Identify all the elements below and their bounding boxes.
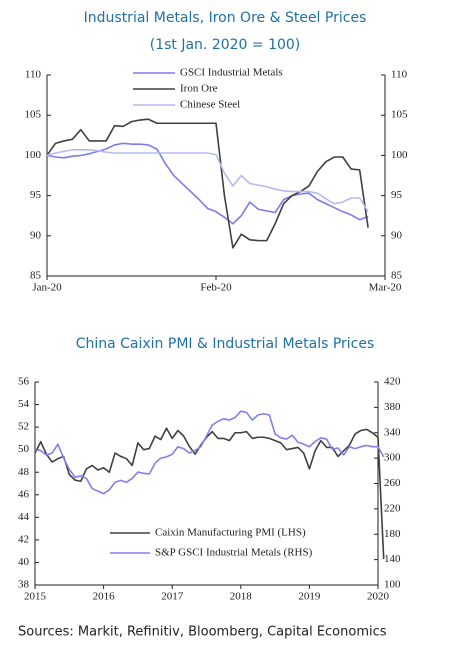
source-note: Sources: Markit, Refinitiv, Bloomberg, C… <box>18 625 387 640</box>
y-tick-label: 42 <box>18 533 29 545</box>
y2-tick-label: 105 <box>391 109 408 121</box>
x-tick-label: 2020 <box>367 591 390 603</box>
chart-subtitle: (1st Jan. 2020 = 100) <box>150 37 301 53</box>
y2-tick-label: 90 <box>391 229 403 241</box>
y2-tick-label: 100 <box>384 579 401 591</box>
series-line <box>46 148 369 213</box>
y2-tick-label: 220 <box>384 502 401 514</box>
x-tick-label: 2016 <box>93 591 116 603</box>
y2-tick-label: 300 <box>384 452 401 464</box>
y-tick-label: 95 <box>30 189 42 201</box>
legend-label: Chinese Steel <box>180 99 240 111</box>
y2-tick-label: 380 <box>384 401 401 413</box>
y-tick-label: 56 <box>18 376 30 388</box>
chart-title: China Caixin PMI & Industrial Metals Pri… <box>76 336 375 352</box>
y-tick-label: 54 <box>18 398 30 410</box>
series-line <box>34 410 385 495</box>
y-tick-label: 110 <box>25 69 42 81</box>
y2-tick-label: 180 <box>384 528 401 540</box>
y-tick-label: 38 <box>18 579 30 591</box>
y-tick-label: 50 <box>18 443 30 455</box>
legend-label: GSCI Industrial Metals <box>180 67 283 79</box>
y2-tick-label: 340 <box>384 426 401 438</box>
legend-label: Caixin Manufacturing PMI (LHS) <box>155 527 306 539</box>
legend-label: Iron Ore <box>180 83 218 95</box>
y2-tick-label: 110 <box>391 69 408 81</box>
x-tick-label: 2018 <box>230 591 253 603</box>
y-tick-label: 44 <box>18 511 30 523</box>
y2-tick-label: 140 <box>384 553 401 565</box>
chart-title: Industrial Metals, Iron Ore & Steel Pric… <box>84 10 367 26</box>
x-tick-label: Feb-20 <box>200 282 232 294</box>
x-tick-label: Mar-20 <box>369 282 402 294</box>
y-tick-label: 40 <box>18 556 30 568</box>
y-tick-label: 48 <box>18 466 30 478</box>
y-tick-label: 90 <box>30 229 42 241</box>
series-line <box>34 427 385 560</box>
y2-tick-label: 95 <box>391 189 403 201</box>
x-tick-label: 2019 <box>298 591 321 603</box>
y2-tick-label: 420 <box>384 376 401 388</box>
y-tick-label: 52 <box>18 421 29 433</box>
series-line <box>46 142 369 225</box>
y2-tick-label: 85 <box>391 270 403 282</box>
x-tick-label: 2017 <box>161 591 184 603</box>
x-tick-label: Jan-20 <box>32 282 62 294</box>
y-tick-label: 100 <box>25 149 42 161</box>
legend-label: S&P GSCI Industrial Metals (RHS) <box>155 547 313 559</box>
y-tick-label: 85 <box>30 270 42 282</box>
y-tick-label: 46 <box>18 488 30 500</box>
x-tick-label: 2015 <box>24 591 47 603</box>
y2-tick-label: 100 <box>391 149 408 161</box>
series-line <box>46 118 369 249</box>
y-tick-label: 105 <box>25 109 42 121</box>
y2-tick-label: 260 <box>384 477 401 489</box>
